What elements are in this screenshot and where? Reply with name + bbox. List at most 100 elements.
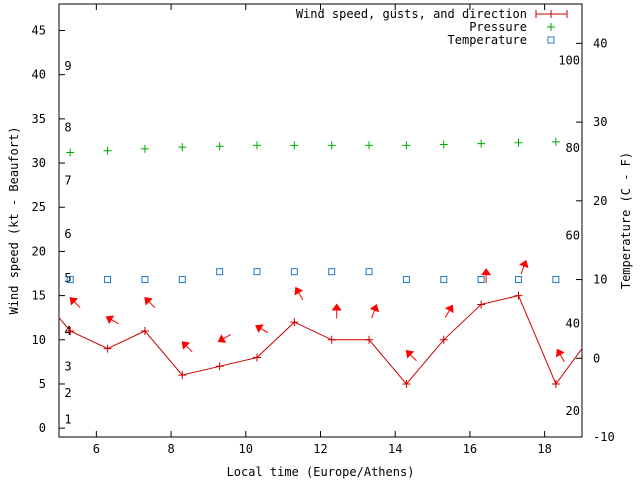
wind-arrow-shaft <box>222 334 231 340</box>
fahrenheit-label: 100 <box>558 54 580 68</box>
wind-direction-arrow <box>181 341 193 353</box>
temperature-point <box>440 276 448 284</box>
wind-arrow-head <box>294 286 304 296</box>
temperature-point <box>178 276 186 284</box>
temperature-point <box>402 276 410 284</box>
wind-speed-point <box>178 371 187 380</box>
y-right-tick-label: -10 <box>593 430 615 444</box>
beaufort-label: 5 <box>64 271 71 285</box>
temperature-point <box>104 276 112 284</box>
pressure-point <box>439 140 448 149</box>
wind-arrow-head <box>369 304 380 313</box>
fahrenheit-label: 20 <box>566 404 580 418</box>
x-tick-label: 12 <box>313 442 327 456</box>
wind-arrow-head <box>181 341 191 350</box>
pressure-point <box>215 142 224 151</box>
wind-speed-point <box>327 335 336 344</box>
wind-arrow-shaft <box>260 327 269 334</box>
wind-direction-arrow <box>556 348 565 363</box>
x-tick-label: 10 <box>239 442 253 456</box>
wind-speed-point <box>477 300 486 309</box>
wind-speed-point <box>439 335 448 344</box>
y-right-tick-label: 10 <box>593 273 607 287</box>
legend-pressure-marker <box>547 23 555 31</box>
x-tick-label: 6 <box>93 442 100 456</box>
wind-speed-point <box>365 335 374 344</box>
axis-ticks-group: 6 8 10 12 14 16 18051015202530354045-100102030… <box>32 4 615 456</box>
y-left-tick-label: 15 <box>32 289 46 303</box>
wind-speed-line <box>58 295 583 386</box>
temperature-point <box>552 276 560 284</box>
wind-speed-point <box>514 291 523 300</box>
legend: Wind speed, gusts, and directionPressure… <box>296 7 568 47</box>
x-axis-label: Local time (Europe/Athens) <box>227 465 415 479</box>
wind-direction-arrow <box>369 304 380 319</box>
plot-frame-group <box>58 3 583 438</box>
y-axis-right-label: Temperature (C - F) <box>619 152 633 289</box>
pressure-point <box>402 141 411 150</box>
beaufort-label: 6 <box>64 227 71 241</box>
y-right-tick-label: 0 <box>593 351 600 365</box>
wind-arrow-head <box>331 303 342 311</box>
temperature-point <box>253 268 261 276</box>
wind-direction-arrow <box>444 304 454 318</box>
x-tick-label: 16 <box>463 442 477 456</box>
beaufort-label: 9 <box>64 59 71 73</box>
wind-arrow-head <box>444 304 454 314</box>
wind-arrow-head <box>69 297 79 306</box>
wind-direction-arrow <box>217 334 231 343</box>
y-left-tick-label: 40 <box>32 68 46 82</box>
y-axis-left-label: Wind speed (kt - Beaufort) <box>7 127 21 315</box>
pressure-point <box>290 141 299 150</box>
y-left-tick-label: 0 <box>39 421 46 435</box>
wind-arrow-shaft <box>409 353 417 362</box>
x-tick-label: 18 <box>537 442 551 456</box>
wind-arrow-shaft <box>185 345 193 353</box>
wind-arrow-shaft <box>110 318 119 325</box>
temperature-point <box>216 268 224 276</box>
wind-arrow-shaft <box>444 309 451 318</box>
fahrenheit-label: 60 <box>566 228 580 242</box>
chart-marks-group <box>58 137 583 388</box>
y-left-tick-label: 30 <box>32 156 46 170</box>
wind-arrow-shaft <box>297 291 304 301</box>
wind-direction-arrow <box>255 324 269 334</box>
wind-arrow-head <box>217 334 227 343</box>
wind-direction-arrow <box>69 297 81 308</box>
temperature-point <box>477 276 485 284</box>
wind-direction-arrow <box>331 303 342 319</box>
temperature-point <box>365 268 373 276</box>
pressure-point <box>514 138 523 147</box>
beaufort-label: 2 <box>64 386 71 400</box>
wind-direction-arrow <box>481 268 492 284</box>
x-tick-label: 14 <box>388 442 402 456</box>
wind-speed-point <box>402 379 411 388</box>
beaufort-label: 1 <box>64 412 71 426</box>
wind-arrow-head <box>144 297 153 306</box>
wind-arrow-shaft <box>73 300 81 308</box>
temperature-point <box>141 276 149 284</box>
beaufort-label: 7 <box>64 174 71 188</box>
temperature-point <box>328 268 336 276</box>
x-tick-label: 8 <box>167 442 174 456</box>
wind-speed-point <box>551 379 560 388</box>
wind-arrow-head <box>519 259 529 269</box>
temperature-point <box>290 268 298 276</box>
y-left-tick-label: 25 <box>32 200 46 214</box>
wind-arrow-shaft <box>148 300 156 308</box>
pressure-point <box>252 141 261 150</box>
fahrenheit-label: 80 <box>566 141 580 155</box>
y-left-tick-label: 20 <box>32 244 46 258</box>
legend-temperature-marker <box>547 36 555 44</box>
wind-arrow-head <box>255 324 264 334</box>
pressure-point <box>140 144 149 153</box>
pressure-point <box>103 146 112 155</box>
wind-speed-point <box>252 353 261 362</box>
legend-label: Pressure <box>469 20 527 34</box>
pressure-point <box>327 141 336 150</box>
wind-arrow-shaft <box>371 309 376 319</box>
y-left-tick-label: 10 <box>32 333 46 347</box>
pressure-point <box>551 137 560 146</box>
plot-frame <box>58 3 583 438</box>
pressure-point <box>477 139 486 148</box>
